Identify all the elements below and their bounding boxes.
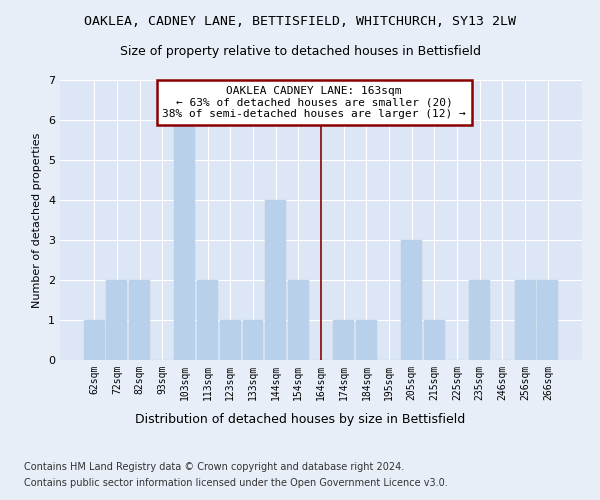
Text: OAKLEA CADNEY LANE: 163sqm
← 63% of detached houses are smaller (20)
38% of semi: OAKLEA CADNEY LANE: 163sqm ← 63% of deta… bbox=[163, 86, 466, 119]
Text: Size of property relative to detached houses in Bettisfield: Size of property relative to detached ho… bbox=[119, 45, 481, 58]
Bar bbox=[515, 280, 536, 360]
Bar bbox=[424, 320, 445, 360]
Y-axis label: Number of detached properties: Number of detached properties bbox=[32, 132, 43, 308]
Bar bbox=[175, 120, 196, 360]
Bar bbox=[401, 240, 422, 360]
Bar bbox=[197, 280, 218, 360]
Bar bbox=[469, 280, 490, 360]
Bar bbox=[538, 280, 558, 360]
Text: OAKLEA, CADNEY LANE, BETTISFIELD, WHITCHURCH, SY13 2LW: OAKLEA, CADNEY LANE, BETTISFIELD, WHITCH… bbox=[84, 15, 516, 28]
Bar bbox=[220, 320, 241, 360]
Bar bbox=[84, 320, 104, 360]
Bar bbox=[356, 320, 377, 360]
Text: Contains public sector information licensed under the Open Government Licence v3: Contains public sector information licen… bbox=[24, 478, 448, 488]
Bar bbox=[333, 320, 354, 360]
Bar bbox=[288, 280, 309, 360]
Text: Distribution of detached houses by size in Bettisfield: Distribution of detached houses by size … bbox=[135, 412, 465, 426]
Bar bbox=[129, 280, 150, 360]
Text: Contains HM Land Registry data © Crown copyright and database right 2024.: Contains HM Land Registry data © Crown c… bbox=[24, 462, 404, 472]
Bar bbox=[106, 280, 127, 360]
Bar bbox=[242, 320, 263, 360]
Bar bbox=[265, 200, 286, 360]
